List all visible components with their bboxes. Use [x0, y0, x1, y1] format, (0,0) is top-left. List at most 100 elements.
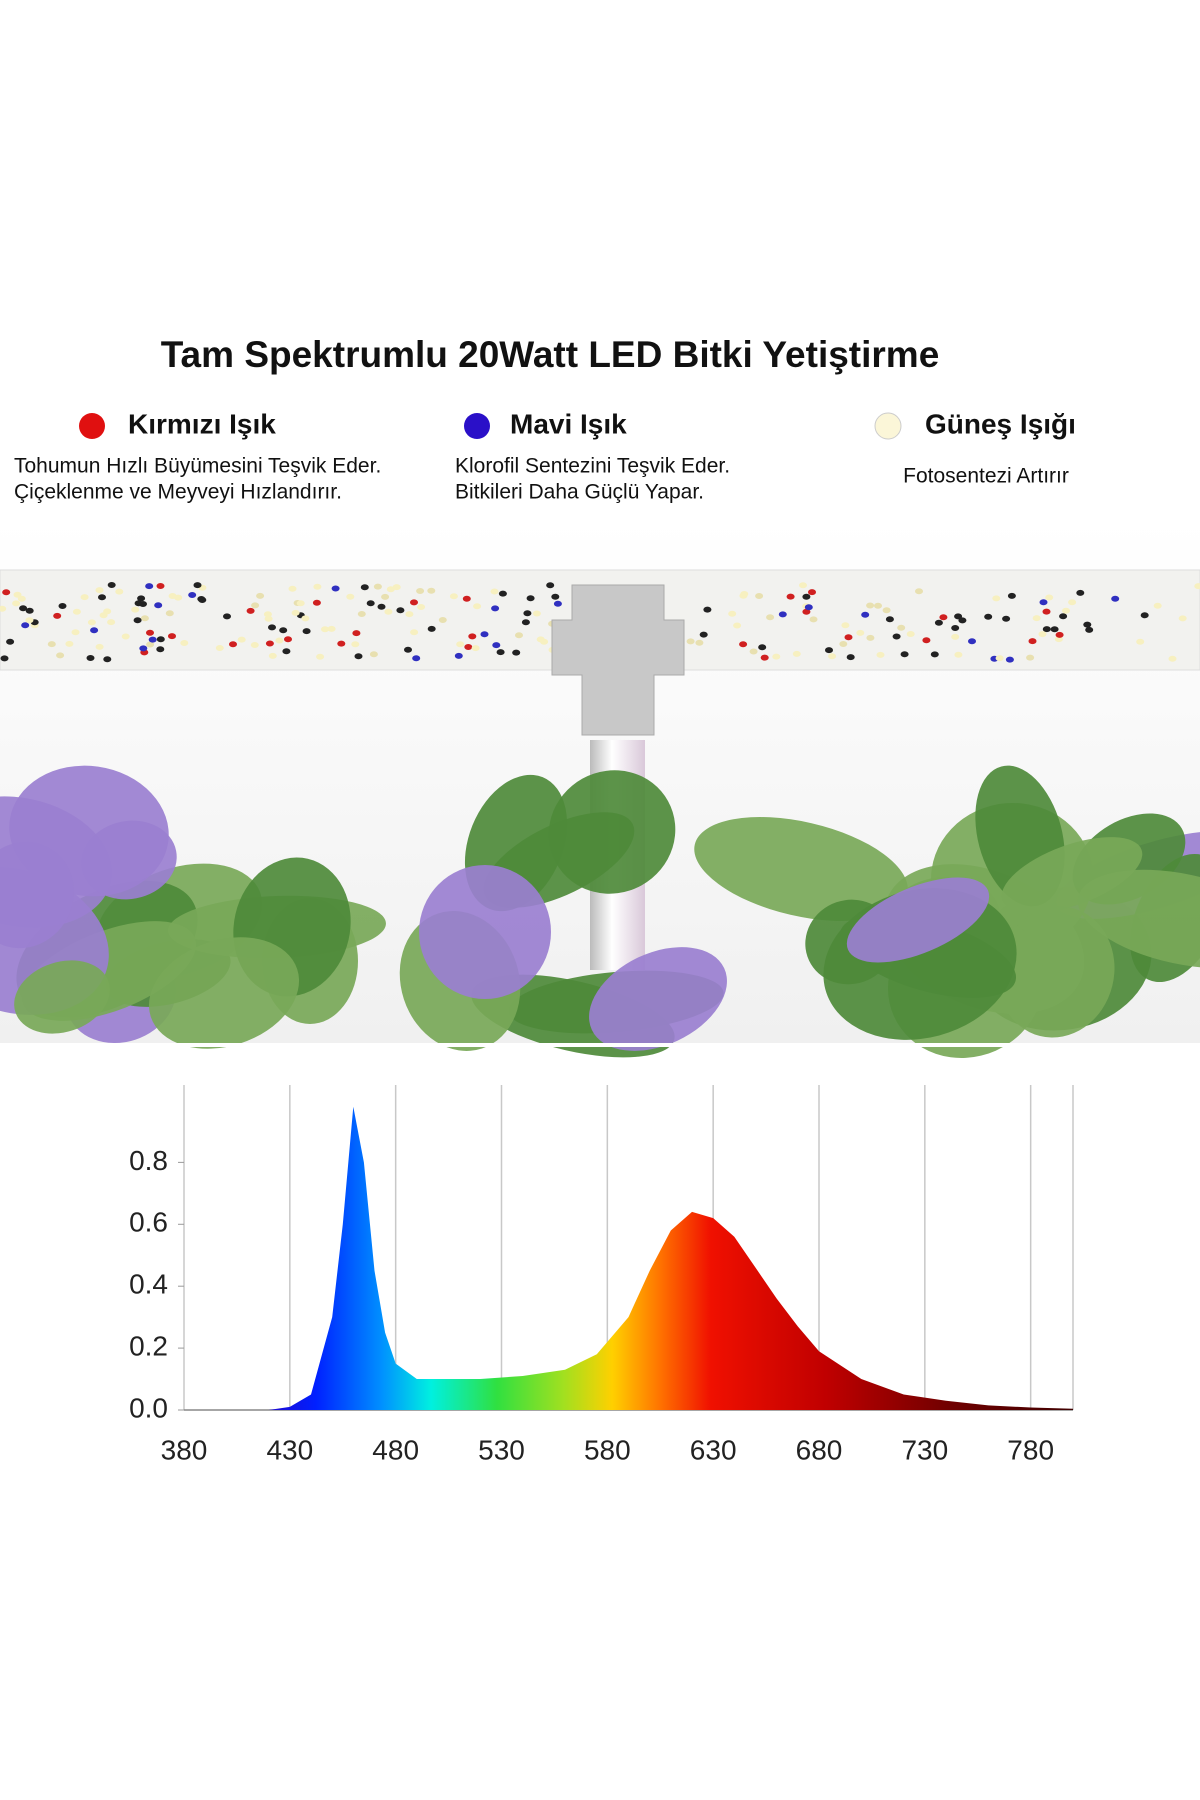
led — [133, 617, 142, 624]
led — [331, 585, 340, 592]
led — [197, 596, 206, 602]
led — [188, 592, 197, 598]
led — [154, 602, 163, 609]
led — [377, 603, 386, 610]
led — [0, 655, 9, 662]
led — [1194, 583, 1200, 590]
led — [107, 582, 116, 588]
led — [139, 601, 147, 607]
led — [410, 629, 419, 636]
led — [145, 583, 154, 590]
led — [995, 655, 1004, 662]
led — [313, 583, 322, 590]
led — [301, 615, 310, 622]
led — [521, 619, 530, 626]
x-tick-label: 730 — [901, 1434, 948, 1465]
leaf — [846, 877, 990, 963]
led — [148, 636, 157, 643]
led — [1178, 615, 1187, 622]
led — [772, 653, 781, 660]
led — [279, 627, 288, 634]
led — [312, 599, 321, 606]
leaf — [148, 937, 300, 1049]
led — [47, 641, 56, 648]
led — [103, 608, 112, 615]
led — [95, 643, 104, 650]
feature-name: Güneş Işığı — [925, 408, 1076, 439]
legend-dot — [874, 412, 902, 440]
led — [778, 611, 787, 618]
led — [492, 642, 501, 649]
led — [386, 586, 395, 593]
led — [6, 638, 15, 645]
x-tick-label: 530 — [478, 1434, 525, 1465]
led — [984, 613, 993, 620]
led — [900, 651, 909, 658]
led — [246, 607, 255, 614]
led — [958, 617, 967, 624]
led — [1085, 626, 1094, 633]
y-tick-label: 0.0 — [129, 1392, 168, 1423]
led — [417, 604, 426, 610]
led — [1045, 594, 1054, 601]
led — [316, 653, 325, 660]
led — [462, 595, 471, 602]
led — [351, 641, 360, 648]
led — [263, 611, 272, 618]
led — [699, 631, 708, 638]
led — [1083, 621, 1092, 628]
x-tick-label: 680 — [796, 1434, 843, 1465]
led — [728, 610, 737, 617]
led — [915, 588, 923, 595]
led — [65, 640, 74, 647]
led — [760, 654, 769, 661]
led — [1042, 626, 1051, 633]
led — [480, 631, 489, 638]
led — [327, 625, 336, 632]
led — [373, 583, 382, 590]
led — [229, 641, 237, 648]
led — [934, 619, 943, 626]
led — [954, 651, 963, 658]
led — [703, 606, 712, 613]
led — [739, 641, 748, 648]
x-tick-label: 780 — [1007, 1434, 1054, 1465]
led — [536, 636, 545, 643]
led — [758, 644, 767, 651]
led — [0, 605, 7, 612]
legend-dot — [464, 413, 490, 439]
led — [416, 588, 425, 594]
led — [291, 609, 300, 616]
light-housing — [551, 584, 685, 736]
led — [369, 651, 378, 658]
y-tick-label: 0.2 — [129, 1330, 168, 1361]
y-tick-label: 0.6 — [129, 1207, 168, 1238]
led — [90, 627, 99, 634]
led — [410, 599, 418, 606]
led — [498, 590, 507, 597]
led — [346, 593, 355, 600]
led — [546, 582, 555, 589]
x-tick-label: 630 — [690, 1434, 737, 1465]
led — [95, 587, 104, 594]
led — [468, 633, 477, 640]
led — [749, 648, 758, 655]
led — [839, 641, 848, 647]
led — [17, 595, 26, 602]
led — [256, 592, 265, 599]
led — [146, 641, 155, 648]
led — [360, 584, 369, 591]
led — [804, 604, 813, 611]
led — [882, 607, 891, 614]
led — [80, 594, 89, 601]
led — [1068, 599, 1077, 606]
led — [874, 602, 882, 609]
led — [755, 593, 764, 599]
feature-description: Bitkileri Daha Güçlü Yapar. — [455, 481, 704, 504]
led — [58, 603, 67, 609]
led — [165, 610, 174, 617]
leaf — [14, 960, 110, 1034]
led — [427, 587, 436, 594]
led — [885, 616, 894, 623]
led — [1153, 602, 1162, 609]
